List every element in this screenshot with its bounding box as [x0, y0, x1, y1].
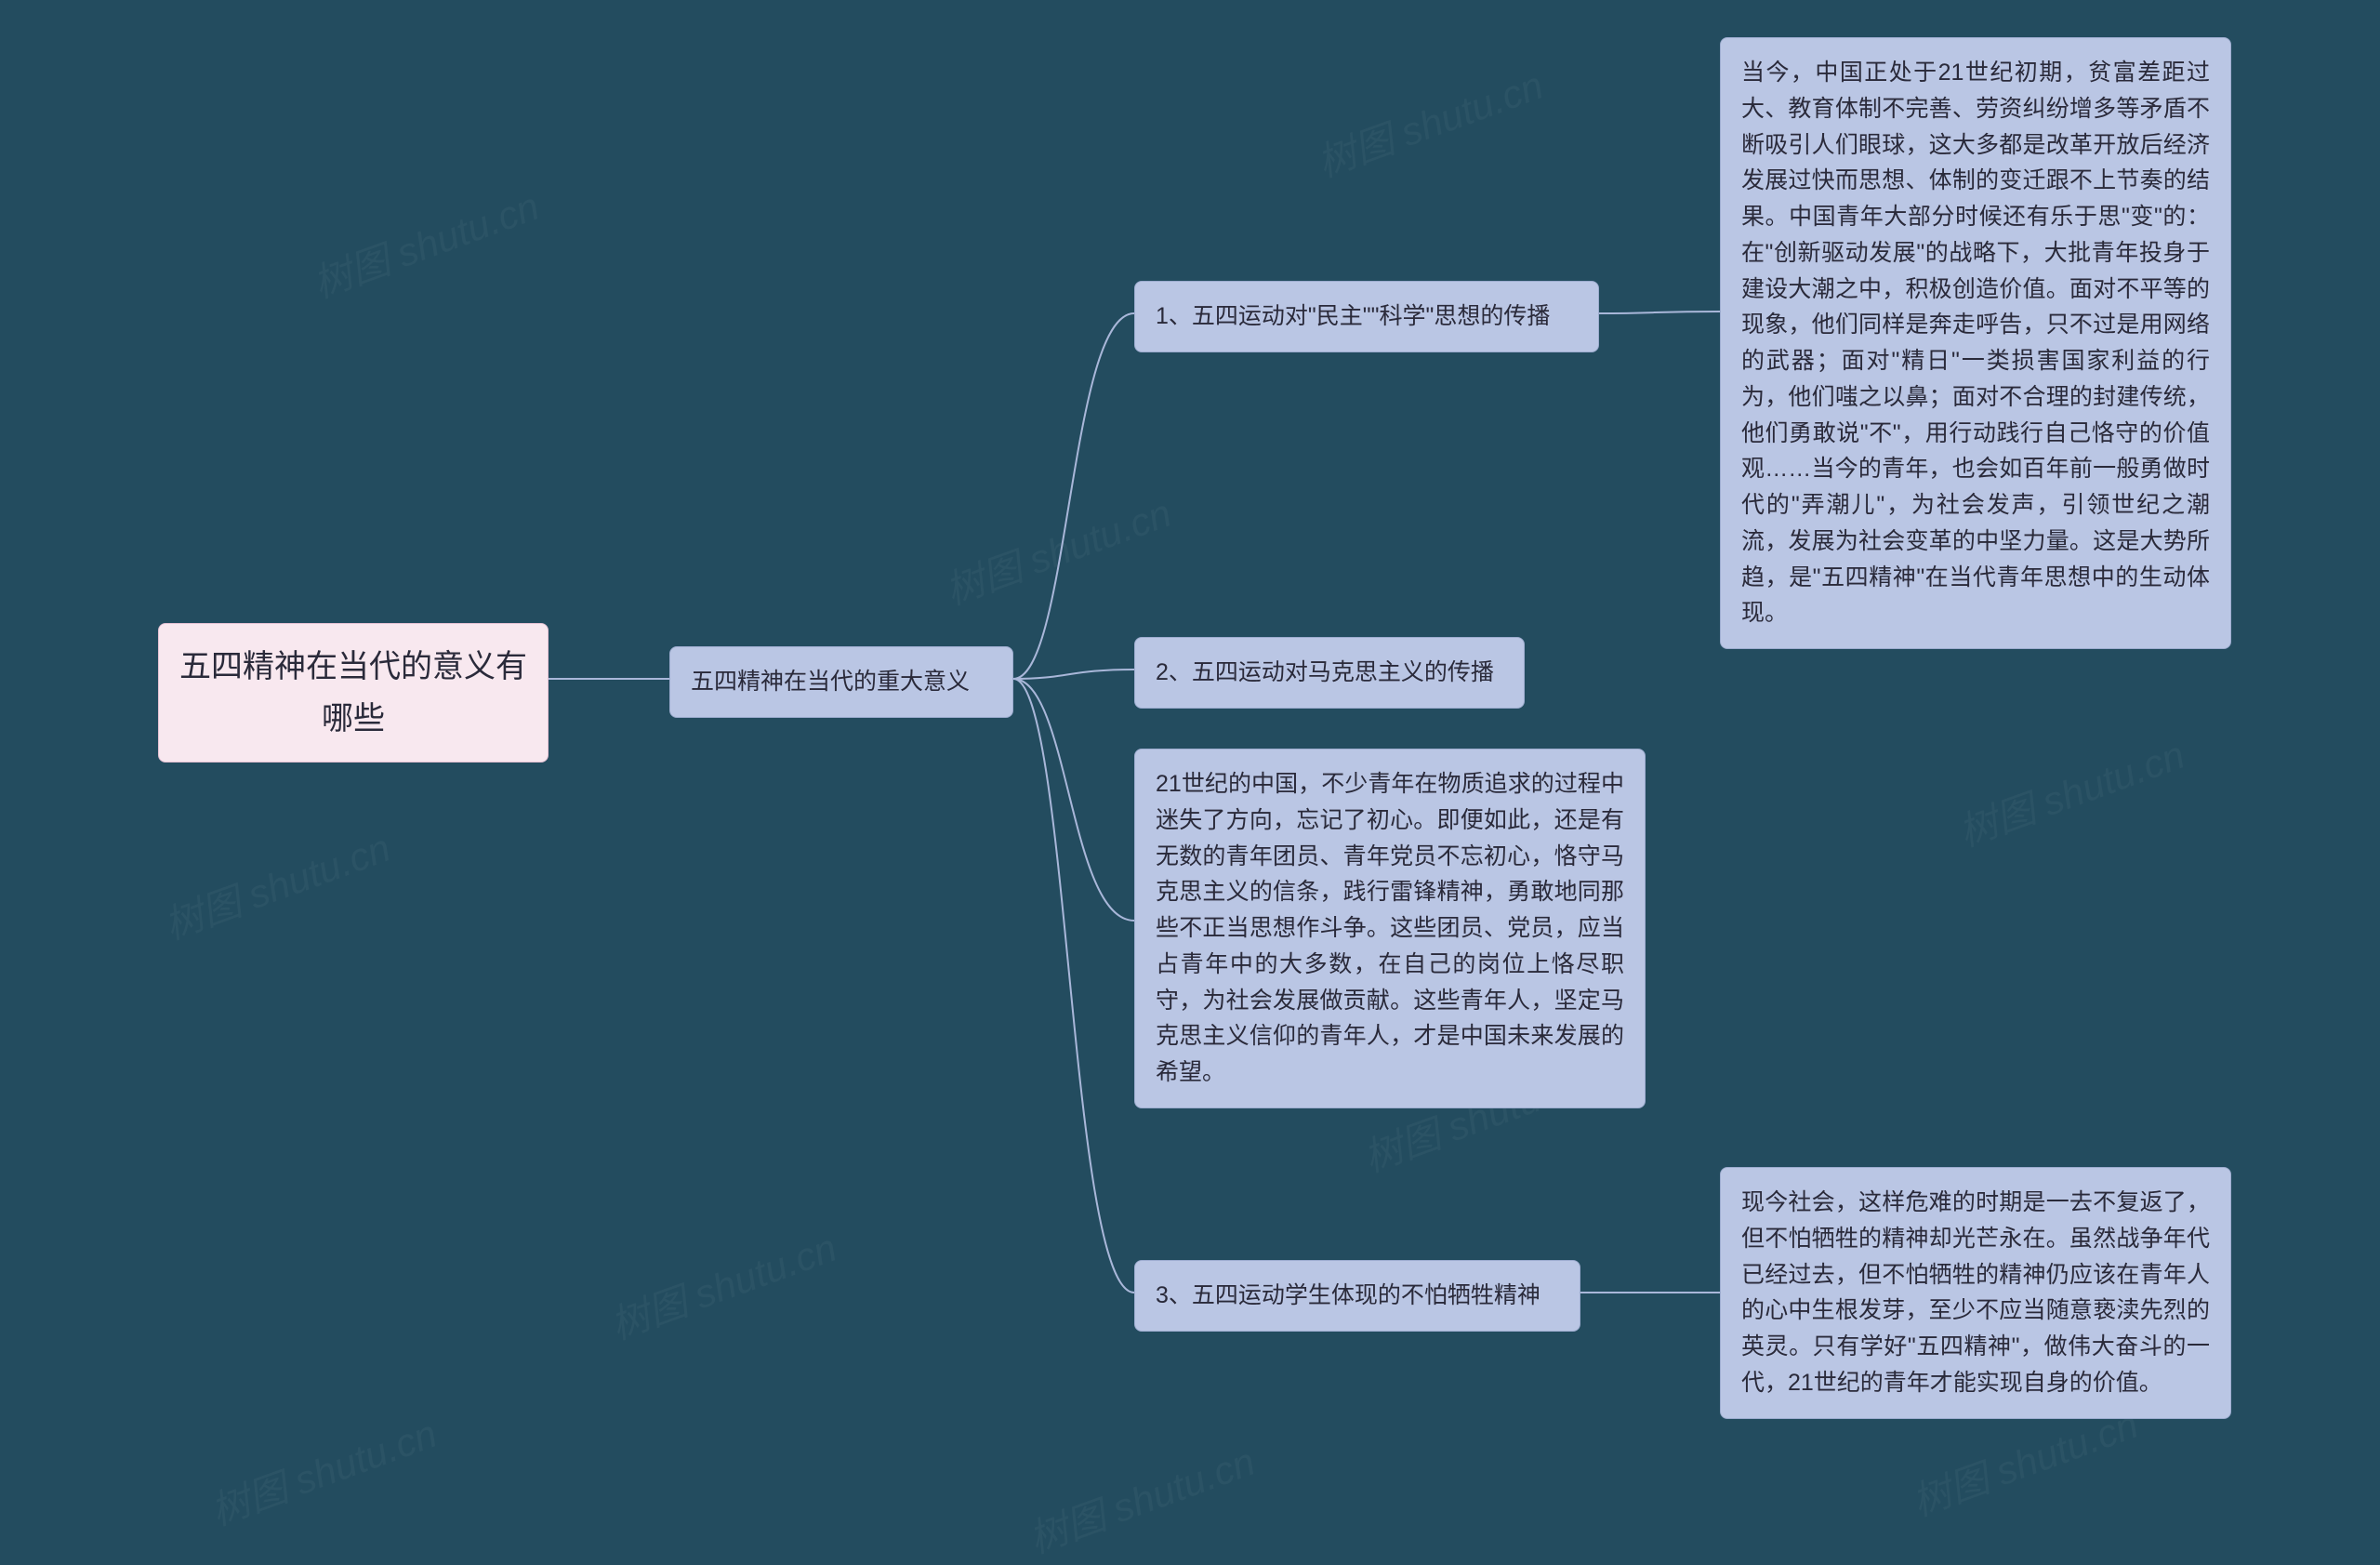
mindmap-branch-4[interactable]: 3、五四运动学生体现的不怕牺牲精神: [1134, 1260, 1580, 1332]
mindmap-leaf-1[interactable]: 当今，中国正处于21世纪初期，贫富差距过大、教育体制不完善、劳资纠纷增多等矛盾不…: [1720, 37, 2231, 649]
watermark: 树图 shutu.cn: [202, 1402, 443, 1536]
watermark: 树图 shutu.cn: [936, 482, 1178, 616]
mindmap-branch-3-text[interactable]: 21世纪的中国，不少青年在物质追求的过程中迷失了方向，忘记了初心。即便如此，还是…: [1134, 749, 1646, 1108]
mindmap-root-node[interactable]: 五四精神在当代的意义有哪些: [158, 623, 549, 763]
watermark: 树图 shutu.cn: [1020, 1430, 1262, 1564]
mindmap-branch-2[interactable]: 2、五四运动对马克思主义的传播: [1134, 637, 1525, 709]
watermark: 树图 shutu.cn: [602, 1216, 843, 1350]
watermark: 树图 shutu.cn: [155, 816, 397, 950]
watermark: 树图 shutu.cn: [304, 175, 546, 309]
mindmap-branch-1[interactable]: 1、五四运动对"民主""科学"思想的传播: [1134, 281, 1599, 352]
mindmap-leaf-4[interactable]: 现今社会，这样危难的时期是一去不复返了，但不怕牺牲的精神却光芒永在。虽然战争年代…: [1720, 1167, 2231, 1419]
mindmap-level1-node[interactable]: 五四精神在当代的重大意义: [669, 646, 1013, 718]
watermark: 树图 shutu.cn: [1950, 723, 2191, 857]
watermark: 树图 shutu.cn: [1308, 54, 1550, 188]
